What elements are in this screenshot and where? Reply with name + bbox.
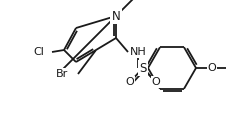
Text: Cl: Cl [33,47,44,57]
Text: N: N [112,10,120,22]
Text: NH: NH [130,47,147,57]
Text: O: O [208,63,216,73]
Text: Br: Br [56,69,68,79]
Text: S: S [139,62,147,74]
Text: O: O [126,77,134,87]
Text: O: O [152,77,160,87]
